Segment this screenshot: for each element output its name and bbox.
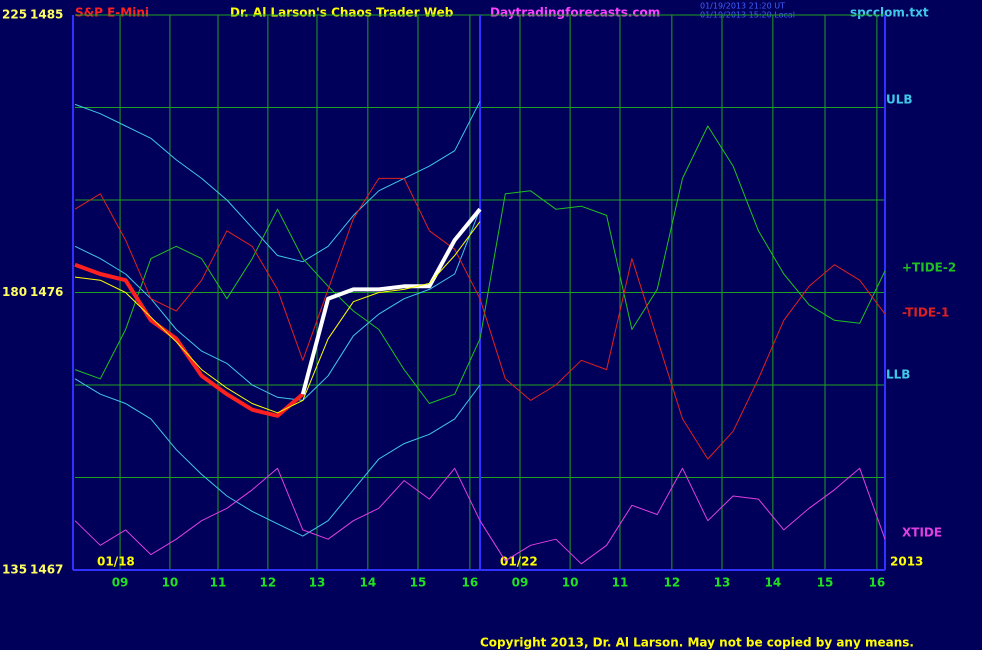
x-tick-label: 15	[817, 576, 834, 590]
date-label: 01/22	[500, 555, 538, 569]
series-line	[74, 467, 886, 565]
x-tick-label: 10	[162, 576, 179, 590]
date-label: 2013	[890, 555, 923, 569]
date-label: 01/18	[97, 555, 135, 569]
legend-label: -TIDE-1	[902, 306, 949, 320]
legend-label: XTIDE	[902, 526, 942, 540]
y2-tick-label: 180	[2, 285, 27, 299]
legend-label: +TIDE-2	[902, 261, 956, 275]
timestamp: 01/19/2013 21:20 UT	[700, 2, 785, 11]
file-name: spcclom.txt	[850, 6, 929, 20]
x-tick-label: 12	[664, 576, 681, 590]
series-line	[300, 207, 482, 395]
series-line	[74, 125, 886, 404]
x-tick-label: 13	[309, 576, 326, 590]
instrument: S&P E-Mini	[75, 6, 149, 20]
y-tick-label: 1485	[30, 8, 63, 22]
legend-label: LLB	[886, 368, 910, 382]
series-line	[74, 209, 481, 401]
x-tick-label: 16	[869, 576, 886, 590]
x-tick-label: 09	[512, 576, 529, 590]
y-tick-label: 1467	[30, 563, 63, 577]
series-line	[74, 177, 886, 460]
series-line	[74, 221, 481, 414]
legend-label: ULB	[886, 93, 913, 107]
x-tick-label: 11	[612, 576, 629, 590]
x-tick-label: 10	[562, 576, 579, 590]
website: Daytradingforecasts.com	[490, 6, 660, 20]
x-tick-label: 16	[462, 576, 479, 590]
x-tick-label: 14	[765, 576, 782, 590]
y-tick-label: 1476	[30, 285, 63, 299]
x-tick-label: 09	[112, 576, 129, 590]
series-line	[74, 101, 481, 263]
x-tick-label: 11	[210, 576, 227, 590]
y2-tick-label: 135	[2, 563, 27, 577]
series-line	[74, 378, 481, 537]
x-tick-label: 12	[260, 576, 277, 590]
chart-title: Dr. Al Larson's Chaos Trader Web	[230, 6, 454, 20]
x-tick-label: 14	[360, 576, 377, 590]
series-line	[74, 262, 305, 418]
x-tick-label: 13	[714, 576, 731, 590]
y2-tick-label: 225	[2, 8, 27, 22]
x-tick-label: 15	[410, 576, 427, 590]
copyright: Copyright 2013, Dr. Al Larson. May not b…	[480, 636, 914, 650]
